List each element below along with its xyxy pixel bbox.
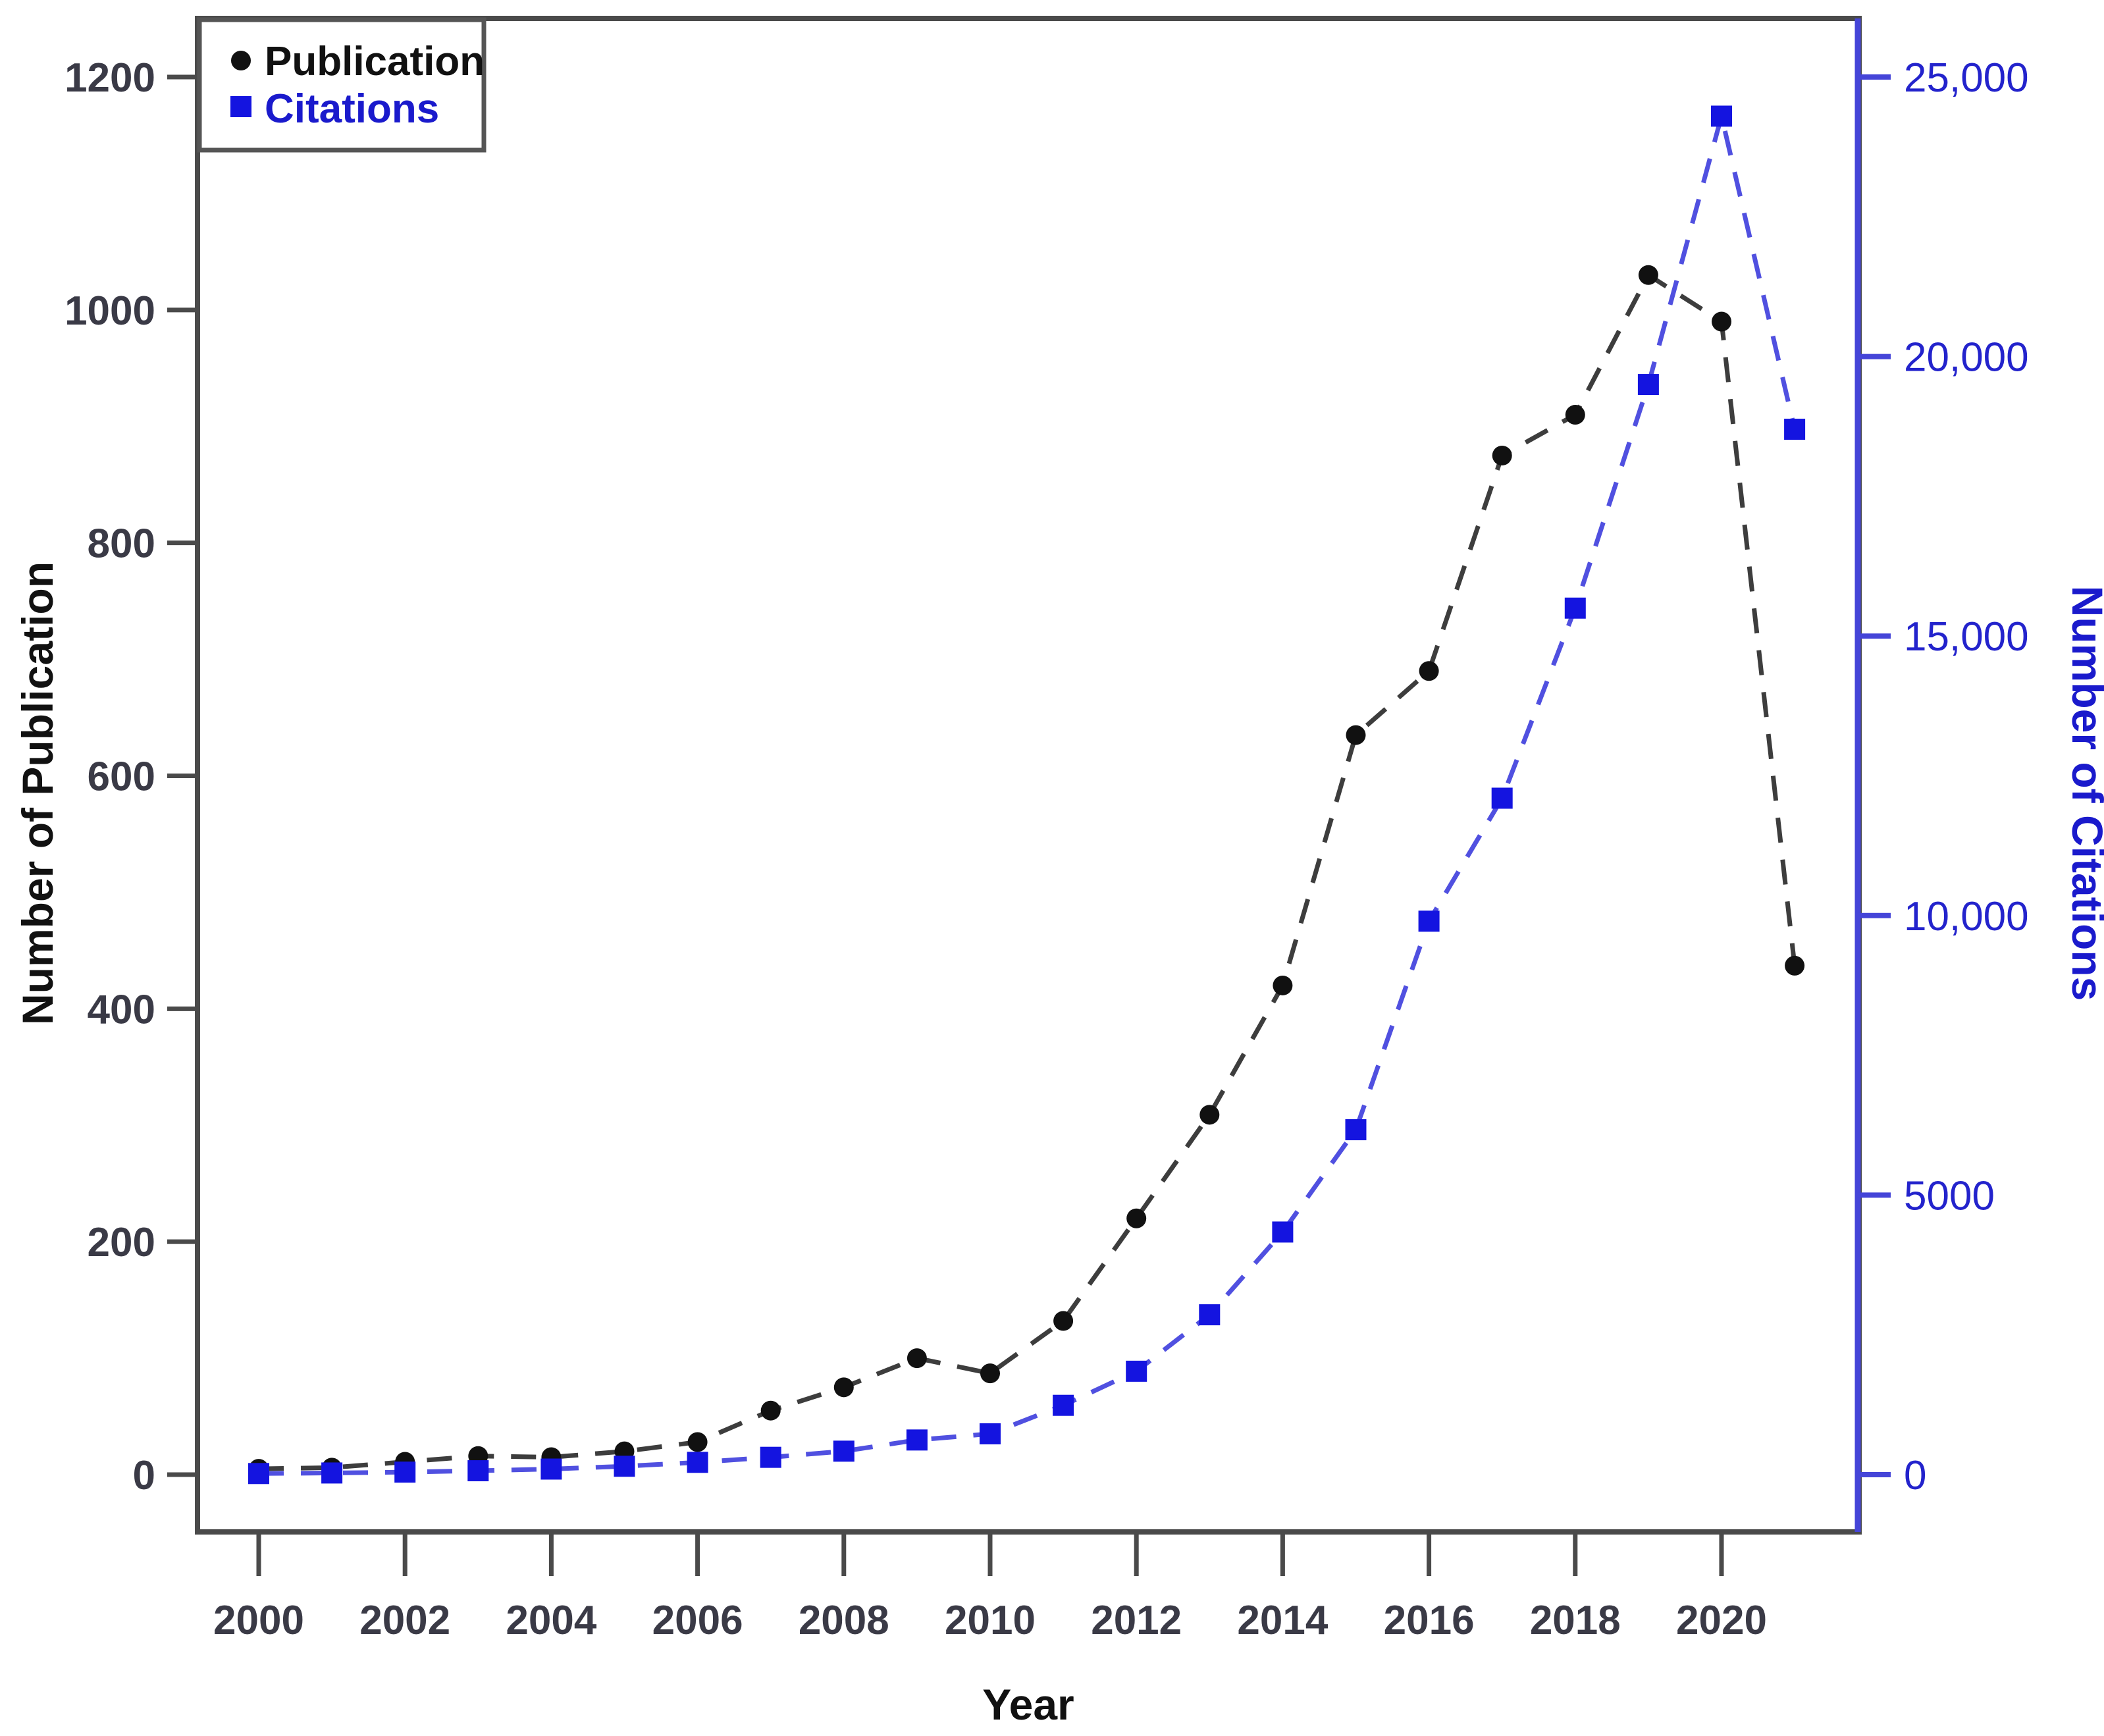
publication-point-2007 [760, 1400, 781, 1421]
publication-point-2009 [907, 1348, 927, 1369]
right-tick-label: 10,000 [1904, 894, 2029, 939]
citations-point-2003 [467, 1460, 489, 1482]
publication-point-2008 [833, 1377, 854, 1398]
x-tick-label: 2012 [1091, 1598, 1182, 1643]
publication-point-2006 [687, 1432, 708, 1452]
plot-frame [195, 16, 1862, 1535]
left-tick-label: 600 [88, 754, 155, 800]
right-tick-label: 20,000 [1904, 335, 2029, 381]
citations-point-2021 [1784, 418, 1806, 440]
data-series [248, 105, 1806, 1485]
legend-citations-marker-icon [230, 96, 251, 117]
legend-citations-label: Citations [265, 86, 439, 132]
series-line-citations [258, 115, 1797, 1476]
publication-point-2019 [1638, 265, 1658, 285]
right-tick-label: 0 [1904, 1453, 1926, 1498]
right-axis-title: Number of Citations [2063, 586, 2104, 1001]
left-axis-ticks: 0 200 400 600 800 1000 1200 [65, 55, 197, 1498]
legend-publication-label: Publication [265, 39, 485, 84]
publication-point-2018 [1565, 405, 1585, 425]
citations-point-2004 [540, 1458, 562, 1480]
citations-point-2019 [1637, 374, 1659, 396]
left-tick-label: 200 [88, 1220, 155, 1265]
publication-point-2012 [1126, 1208, 1147, 1228]
citations-point-2010 [980, 1423, 1001, 1445]
right-tick-label: 25,000 [1904, 55, 2029, 101]
publication-point-2015 [1346, 725, 1366, 745]
publication-point-2016 [1419, 661, 1439, 681]
publication-point-2011 [1053, 1311, 1074, 1331]
left-tick-label: 1000 [65, 288, 155, 334]
publication-point-2010 [980, 1363, 1000, 1384]
right-tick-label: 15,000 [1904, 614, 2029, 660]
citations-point-2008 [833, 1440, 855, 1462]
publication-point-2017 [1492, 445, 1512, 465]
citations-point-2002 [394, 1461, 416, 1483]
citations-point-2011 [1053, 1394, 1074, 1416]
legend: Publication Citations [197, 17, 487, 153]
right-tick-label: 5000 [1904, 1173, 1995, 1219]
left-tick-label: 1200 [65, 55, 155, 101]
x-tick-label: 2018 [1530, 1598, 1621, 1643]
left-axis-title: Number of Publication [13, 562, 62, 1025]
x-axis-title: Year [982, 1680, 1074, 1729]
series-line-publication [258, 271, 1797, 1471]
x-tick-label: 2016 [1384, 1598, 1475, 1643]
citations-point-2001 [321, 1462, 343, 1484]
legend-publication-marker-icon [231, 51, 251, 70]
x-tick-label: 2008 [799, 1598, 889, 1643]
citations-point-2012 [1126, 1360, 1147, 1382]
citations-point-2017 [1491, 787, 1513, 809]
x-tick-label: 2004 [506, 1598, 596, 1643]
citations-point-2006 [687, 1452, 708, 1473]
x-tick-label: 2020 [1676, 1598, 1767, 1643]
publication-point-2020 [1712, 311, 1731, 332]
citations-point-2005 [614, 1456, 635, 1477]
x-tick-label: 2000 [213, 1598, 304, 1643]
citations-point-2014 [1272, 1221, 1294, 1243]
citations-point-2000 [248, 1463, 269, 1485]
citations-point-2020 [1711, 105, 1732, 127]
citations-point-2009 [906, 1429, 928, 1451]
citations-point-2013 [1199, 1304, 1221, 1326]
citations-point-2016 [1418, 910, 1440, 932]
publication-point-2013 [1199, 1105, 1220, 1125]
right-axis: 0 5000 10,000 15,000 20,000 25,000 [1854, 18, 2029, 1532]
left-tick-label: 800 [88, 521, 155, 567]
citations-point-2007 [760, 1446, 781, 1468]
citations-point-2015 [1345, 1119, 1367, 1141]
legend-box [197, 17, 487, 153]
publication-point-2021 [1785, 955, 1805, 976]
x-tick-label: 2002 [359, 1598, 450, 1643]
x-axis-ticks: 2000 2002 2004 2006 2008 2010 2012 2014 2016 2018… [213, 1532, 1767, 1643]
publication-point-2014 [1273, 975, 1293, 995]
x-tick-label: 2014 [1237, 1598, 1328, 1643]
left-tick-label: 0 [133, 1453, 155, 1498]
citations-point-2018 [1564, 597, 1586, 619]
x-tick-label: 2006 [652, 1598, 743, 1643]
left-tick-label: 400 [88, 987, 155, 1032]
x-tick-label: 2010 [945, 1598, 1036, 1643]
